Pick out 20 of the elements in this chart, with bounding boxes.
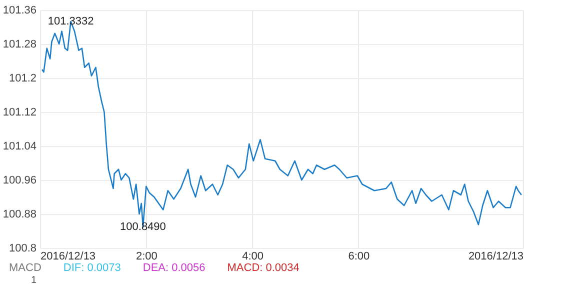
y-tick-label: 100.8 <box>8 242 36 254</box>
text: DEA: 0.0056 <box>142 262 206 274</box>
y-tick-label: 101.04 <box>2 140 36 152</box>
y-tick-label: 100.96 <box>2 174 36 186</box>
x-tick-label: 2016/12/13 <box>468 250 524 262</box>
annotation: 101.3332 <box>48 15 94 28</box>
text: MACD <box>9 262 42 274</box>
y-tick-label: 101.28 <box>2 38 36 50</box>
x-tick-label: 2016/12/13 <box>40 250 96 262</box>
y-tick-label: 100.88 <box>2 208 36 220</box>
x-tick-label: 4:00 <box>242 250 264 262</box>
text: 1 <box>31 275 37 286</box>
y-tick-label: 101.2 <box>8 72 36 84</box>
y-tick-label: 101.36 <box>2 4 36 16</box>
text: DIF: 0.0073 <box>63 262 121 274</box>
x-tick-label: 6:00 <box>348 250 370 262</box>
annotation: 100.8490 <box>120 221 166 234</box>
text: MACD: 0.0034 <box>227 262 300 274</box>
x-tick-label: 2:00 <box>136 250 158 262</box>
y-tick-label: 101.12 <box>2 106 36 118</box>
